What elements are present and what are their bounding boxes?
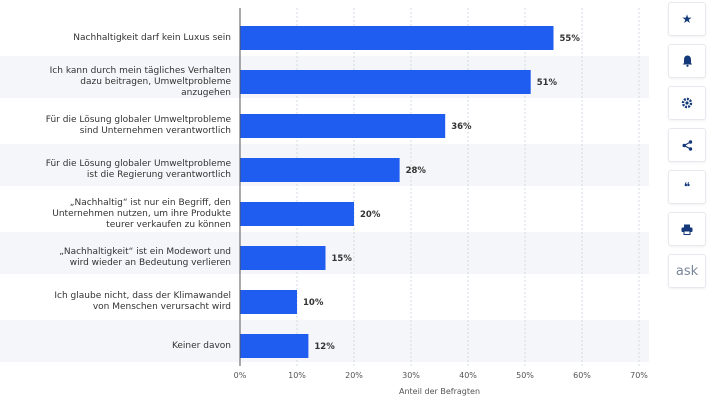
settings-button[interactable] — [668, 86, 706, 120]
ask-button[interactable]: ask — [668, 254, 706, 288]
bar-value-label: 15% — [332, 254, 353, 264]
category-label-line: anzugehen — [181, 87, 231, 98]
category-label: Ich glaube nicht, dass der Klimawandel vo… — [1, 291, 231, 313]
category-label: Für die Lösung globaler Umweltprobleme is… — [1, 159, 231, 181]
category-label-line: teurer verkaufen zu können — [106, 219, 231, 230]
category-label-line: Nachhaltigkeit darf kein Luxus sein — [73, 32, 231, 43]
category-label-line: Ich glaube nicht, dass der Klimawandel — [54, 291, 231, 301]
x-tick-label: 10% — [288, 371, 306, 380]
row-stripe — [0, 320, 649, 362]
x-axis-title: Anteil der Befragten — [399, 387, 480, 396]
x-tick-label: 50% — [516, 371, 534, 380]
value-labels: 55% 51% 36% 28% 20% 15% 10% 12% — [303, 34, 580, 352]
x-tick-label: 0% — [234, 371, 247, 380]
bar — [240, 114, 446, 138]
bar — [240, 334, 309, 358]
x-tick-label: 40% — [459, 371, 477, 380]
category-label-line: wird wieder an Bedeutung verlieren — [69, 258, 231, 268]
print-icon — [681, 224, 693, 235]
category-label: Ich kann durch mein tägliches Verhalten d… — [1, 66, 231, 99]
category-label-line: Für die Lösung globaler Umweltprobleme — [45, 159, 231, 169]
x-tick-label: 30% — [402, 371, 420, 380]
x-tick-label: 60% — [573, 371, 591, 380]
category-label-line: Für die Lösung globaler Umweltprobleme — [45, 115, 231, 125]
bar-value-label: 36% — [451, 122, 472, 132]
bell-icon — [682, 55, 693, 67]
category-label-line: sind Unternehmen verantwortlich — [79, 126, 231, 136]
bar-value-label: 20% — [360, 210, 381, 220]
x-tick-label: 70% — [630, 371, 648, 380]
bar — [240, 246, 326, 270]
category-label: Keiner davon — [1, 341, 231, 352]
bar — [240, 26, 554, 50]
share-button[interactable] — [668, 128, 706, 162]
bar-value-label: 28% — [406, 166, 427, 176]
bar-value-label: 51% — [537, 78, 558, 88]
bar — [240, 158, 400, 182]
category-label: Für die Lösung globaler Umweltprobleme si… — [1, 115, 231, 137]
bar-value-label: 12% — [314, 342, 335, 352]
category-label: „Nachhaltigkeit“ ist ein Modewort und wir… — [1, 247, 231, 269]
ask-icon: ask — [675, 263, 699, 279]
x-tick-labels: 0% 10% 20% 30% 40% 50% 60% 70% — [234, 371, 649, 380]
bars — [240, 26, 554, 358]
x-tick-label: 20% — [345, 371, 363, 380]
favorite-button[interactable]: ★ — [668, 2, 706, 36]
category-label: „Nachhaltig“ ist nur ein Begriff, den Unt… — [1, 198, 231, 231]
bar-value-label: 55% — [560, 34, 581, 44]
category-label-line: von Menschen verursacht wird — [92, 302, 231, 312]
bar — [240, 70, 531, 94]
category-label: Nachhaltigkeit darf kein Luxus sein — [1, 33, 231, 44]
category-label-line: Ich kann durch mein tägliches Verhalten — [49, 65, 231, 76]
notification-button[interactable] — [668, 44, 706, 78]
star-icon: ★ — [681, 12, 693, 26]
category-label-line: ist die Regierung verantwortlich — [86, 170, 231, 180]
print-button[interactable] — [668, 212, 706, 246]
category-label-line: Unternehmen nutzen, um ihre Produkte — [52, 208, 231, 219]
category-label-line: Keiner davon — [171, 340, 231, 351]
bar — [240, 202, 354, 226]
quote-icon: ❝ — [683, 180, 691, 194]
bar — [240, 290, 297, 314]
gear-icon — [681, 97, 693, 109]
cite-button[interactable]: ❝ — [668, 170, 706, 204]
share-icon — [682, 139, 693, 151]
toolbar: ★ ❝ ask — [668, 0, 706, 403]
category-label-line: „Nachhaltigkeit“ ist ein Modewort und — [59, 247, 231, 257]
bar-value-label: 10% — [303, 298, 324, 308]
category-label-line: dazu beitragen, Umweltprobleme — [80, 76, 231, 87]
category-label-line: „Nachhaltig“ ist nur ein Begriff, den — [69, 197, 231, 208]
